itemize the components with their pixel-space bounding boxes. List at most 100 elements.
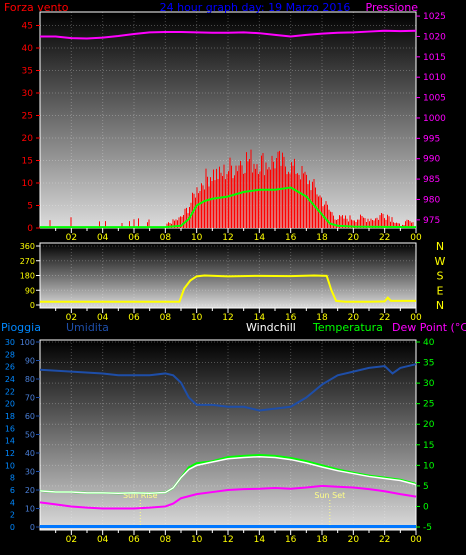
rain-tick-label: 14 <box>5 437 15 446</box>
pressure-tick-label: 1015 <box>423 53 446 63</box>
x-tick-label: 20 <box>348 535 360 545</box>
x-tick-label: 22 <box>379 233 390 243</box>
temperature-panel: Sun Rise Sun Set 024681012141618202224262… <box>1 321 466 545</box>
pressure-tick-label: 975 <box>423 216 440 226</box>
x-tick-label: 14 <box>254 233 266 243</box>
pressure-tick-label: 1020 <box>423 32 446 42</box>
x-tick-label: 00 <box>410 535 422 545</box>
x-tick-label: 18 <box>316 313 328 323</box>
direction-tick-label: 360 <box>20 242 35 251</box>
rain-tick-label: 28 <box>5 350 15 359</box>
temp-tick-label: 20 <box>423 420 435 430</box>
temp-tick-label: 5 <box>423 482 429 492</box>
sun-marker-label: Sun Rise <box>123 491 158 500</box>
rain-tick-label: 22 <box>5 387 15 396</box>
humidity-tick-label: 0 <box>30 523 35 532</box>
pressure-tick-label: 995 <box>423 134 440 144</box>
pressure-tick-label: 990 <box>423 155 440 165</box>
dewpoint-line <box>39 484 417 510</box>
temp-tick-label: 15 <box>423 441 434 451</box>
panel3-x-ticks: 02 04 06 08 10 12 14 16 18 20 22 00 <box>55 530 422 545</box>
wind-tick-label: 5 <box>27 202 33 212</box>
pressure-tick-label: 1025 <box>423 12 446 22</box>
humidity-tick-label: 70 <box>25 394 35 403</box>
panel3-background <box>39 339 417 531</box>
x-tick-label: 12 <box>222 313 233 323</box>
humidity-tick-label: 80 <box>25 375 35 384</box>
humidity-line <box>39 363 417 412</box>
direction-tick-label: 0 <box>30 301 35 310</box>
rain-bar <box>40 525 416 528</box>
x-tick-label: 10 <box>191 233 203 243</box>
x-tick-label: 06 <box>128 535 140 545</box>
rain-tick-label: 16 <box>5 424 15 433</box>
panel2-x-ticks: 02 04 06 08 10 12 14 16 18 20 22 00 <box>55 308 422 323</box>
rain-tick-label: 10 <box>5 461 15 470</box>
panel2-grid <box>40 243 417 308</box>
wind-direction-line <box>40 274 416 303</box>
rain-legend: Pioggia <box>1 321 41 334</box>
pressure-tick-label: 985 <box>423 175 440 185</box>
rain-tick-label: 20 <box>5 400 15 409</box>
direction-tick-label: 270 <box>20 257 35 266</box>
x-tick-label: 08 <box>160 535 172 545</box>
x-tick-label: 04 <box>97 233 109 243</box>
direction-degree-ticks: 0 90 180 270 360 <box>20 242 40 310</box>
wind-axis-ticks: 0 5 10 15 20 25 30 35 40 45 <box>22 22 40 234</box>
wind-axis-title: Forza vento <box>4 1 69 14</box>
x-tick-label: 08 <box>160 233 172 243</box>
rain-tick-label: 24 <box>5 375 15 384</box>
x-tick-label: 10 <box>191 535 203 545</box>
temp-tick-label: 10 <box>423 461 435 471</box>
humidity-tick-label: 50 <box>25 431 35 440</box>
x-tick-label: 20 <box>348 233 360 243</box>
temp-tick-label: 35 <box>423 359 434 369</box>
x-tick-label: 00 <box>410 313 422 323</box>
humidity-tick-label: 90 <box>25 357 35 366</box>
wind-tick-label: 45 <box>22 22 33 32</box>
direction-tick-label: 180 <box>20 272 35 281</box>
compass-label: S <box>437 270 444 283</box>
wind-tick-label: 35 <box>22 67 33 77</box>
x-tick-label: 06 <box>128 233 140 243</box>
x-tick-label: 02 <box>66 535 77 545</box>
wind-average-line <box>40 186 417 229</box>
rain-tick-label: 4 <box>10 498 15 507</box>
rain-tick-label: 2 <box>10 511 15 520</box>
wind-tick-label: 30 <box>22 89 34 99</box>
humidity-tick-label: 100 <box>20 338 35 347</box>
rain-tick-label: 6 <box>10 486 15 495</box>
x-tick-label: 00 <box>410 233 422 243</box>
temp-tick-label: 30 <box>423 379 435 389</box>
temp-tick-label: 0 <box>423 502 429 512</box>
temperature-axis-ticks: -5 0 5 10 15 20 25 30 35 40 <box>416 338 435 533</box>
temperature-legend: Temperatura <box>312 321 383 334</box>
x-tick-label: 20 <box>348 313 360 323</box>
x-tick-label: 14 <box>254 313 266 323</box>
humidity-tick-label: 10 <box>25 505 35 514</box>
x-tick-label: 16 <box>285 535 297 545</box>
x-tick-label: 02 <box>66 313 77 323</box>
x-tick-label: 02 <box>66 233 77 243</box>
x-tick-label: 16 <box>285 233 297 243</box>
direction-tick-label: 90 <box>25 286 35 295</box>
rain-tick-label: 0 <box>10 523 15 532</box>
sun-marker-label: Sun Set <box>314 491 345 500</box>
x-tick-label: 14 <box>254 535 266 545</box>
pressure-line <box>40 29 417 40</box>
x-tick-label: 16 <box>285 313 297 323</box>
rain-tick-label: 8 <box>10 474 15 483</box>
x-tick-label: 18 <box>316 535 328 545</box>
x-tick-label: 22 <box>379 313 390 323</box>
wind-tick-label: 0 <box>27 224 33 234</box>
humidity-axis-ticks: 0 10 20 30 40 50 60 70 80 90 100 <box>20 338 40 532</box>
wind-tick-label: 40 <box>22 44 34 54</box>
rain-tick-label: 12 <box>5 449 15 458</box>
wind-tick-label: 10 <box>22 179 34 189</box>
temp-tick-label: -5 <box>423 523 432 533</box>
pressure-tick-label: 1000 <box>423 114 446 124</box>
pressure-axis-ticks: 975 980 985 990 995 1000 1005 1010 1015 1020 1025 <box>416 12 446 226</box>
